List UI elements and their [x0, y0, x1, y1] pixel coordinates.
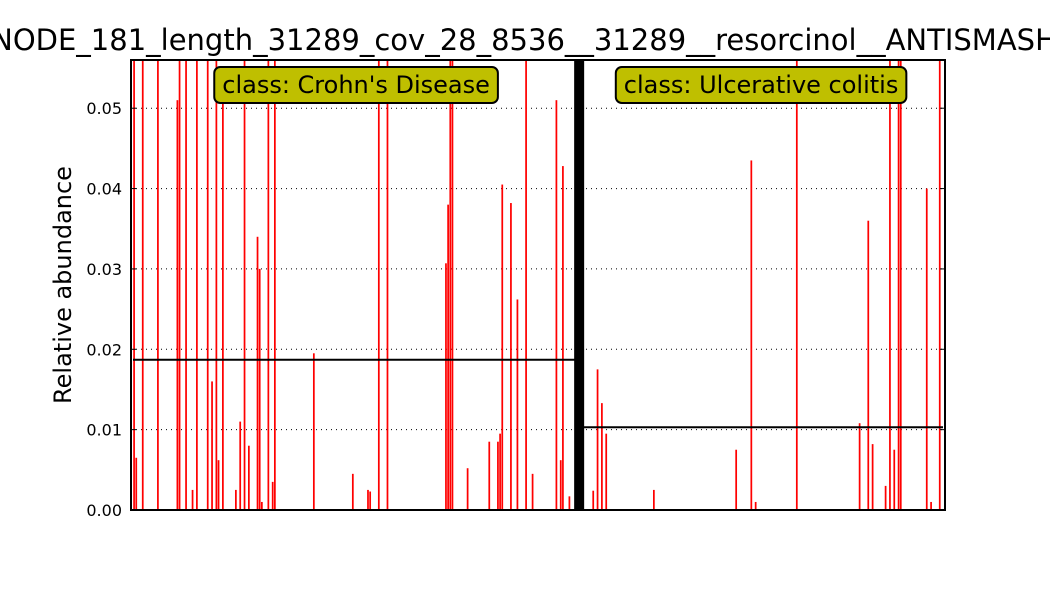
bar — [653, 489, 655, 510]
bar — [735, 449, 738, 510]
bar — [135, 457, 138, 510]
y-tick-label: 0.01 — [86, 421, 122, 440]
bar — [930, 501, 932, 510]
y-tick-label: 0.02 — [86, 340, 122, 359]
bar — [206, 60, 209, 510]
bar — [451, 60, 454, 510]
bar — [893, 449, 896, 510]
bar — [243, 60, 246, 510]
group-means — [133, 358, 943, 429]
bar — [222, 92, 224, 511]
bar — [559, 460, 562, 510]
bars — [133, 60, 941, 511]
y-tick-label: 0.00 — [86, 501, 122, 520]
class-label-box — [614, 66, 908, 104]
gridlines — [131, 107, 945, 431]
bar — [217, 460, 220, 510]
bar — [445, 263, 447, 510]
bar — [466, 468, 469, 510]
bar — [185, 60, 187, 510]
bar — [260, 501, 263, 510]
bar — [754, 501, 757, 510]
bar — [449, 60, 452, 510]
plot-frame — [130, 59, 946, 511]
bar — [897, 60, 900, 510]
bar — [239, 421, 242, 510]
class-label: class: Crohn's Disease — [222, 71, 490, 99]
class-label-box — [213, 66, 499, 104]
bar — [386, 60, 389, 510]
bar — [157, 60, 159, 510]
bar — [925, 188, 928, 511]
bar — [884, 485, 887, 510]
bar — [555, 100, 558, 510]
bar — [867, 220, 870, 510]
bar — [605, 433, 608, 510]
bar — [256, 236, 259, 511]
bar — [312, 353, 315, 510]
bar — [889, 60, 891, 510]
bar — [258, 268, 261, 510]
bar — [271, 481, 274, 510]
bar — [871, 444, 874, 510]
bar — [525, 60, 527, 510]
bar — [267, 60, 270, 510]
group-separator — [574, 60, 585, 510]
bar — [248, 445, 250, 510]
bar — [178, 60, 181, 510]
bar — [531, 473, 534, 510]
bar — [447, 204, 449, 510]
bar — [369, 491, 372, 510]
class-label: class: Ulcerative colitis — [624, 71, 899, 99]
bar — [750, 160, 753, 511]
bar — [215, 60, 218, 510]
bar — [367, 489, 369, 510]
bar — [351, 473, 354, 510]
y-tick-label: 0.03 — [86, 260, 122, 279]
y-tick-label: 0.05 — [86, 99, 122, 118]
bar — [133, 60, 135, 510]
bar — [562, 166, 564, 511]
bar — [938, 60, 941, 510]
bar — [596, 369, 599, 510]
bar — [176, 100, 179, 510]
bar — [497, 441, 499, 510]
bar — [592, 490, 595, 510]
bar — [568, 496, 571, 510]
bar — [510, 203, 512, 511]
chart-title: NODE_181_length_31289_cov_28_8536__31289… — [0, 23, 1050, 57]
y-axis-label: Relative abundance — [49, 166, 77, 404]
bar — [501, 184, 504, 510]
bar — [516, 299, 519, 510]
bar — [858, 423, 861, 510]
bar — [499, 433, 501, 510]
y-tick-label: 0.04 — [86, 180, 122, 199]
bar — [601, 403, 603, 510]
bar — [196, 60, 198, 510]
bar — [377, 60, 380, 510]
bar — [795, 60, 798, 510]
bar — [273, 60, 276, 510]
bar — [488, 441, 491, 510]
bar — [211, 381, 213, 510]
bar — [191, 489, 194, 510]
bar — [141, 60, 144, 510]
bar — [235, 489, 237, 510]
axes: 0.00 0.01 0.02 0.03 0.04 0.05 — [86, 59, 946, 520]
bar — [899, 60, 902, 510]
class-labels: class: Crohn's Disease class: Ulcerative … — [213, 66, 908, 104]
